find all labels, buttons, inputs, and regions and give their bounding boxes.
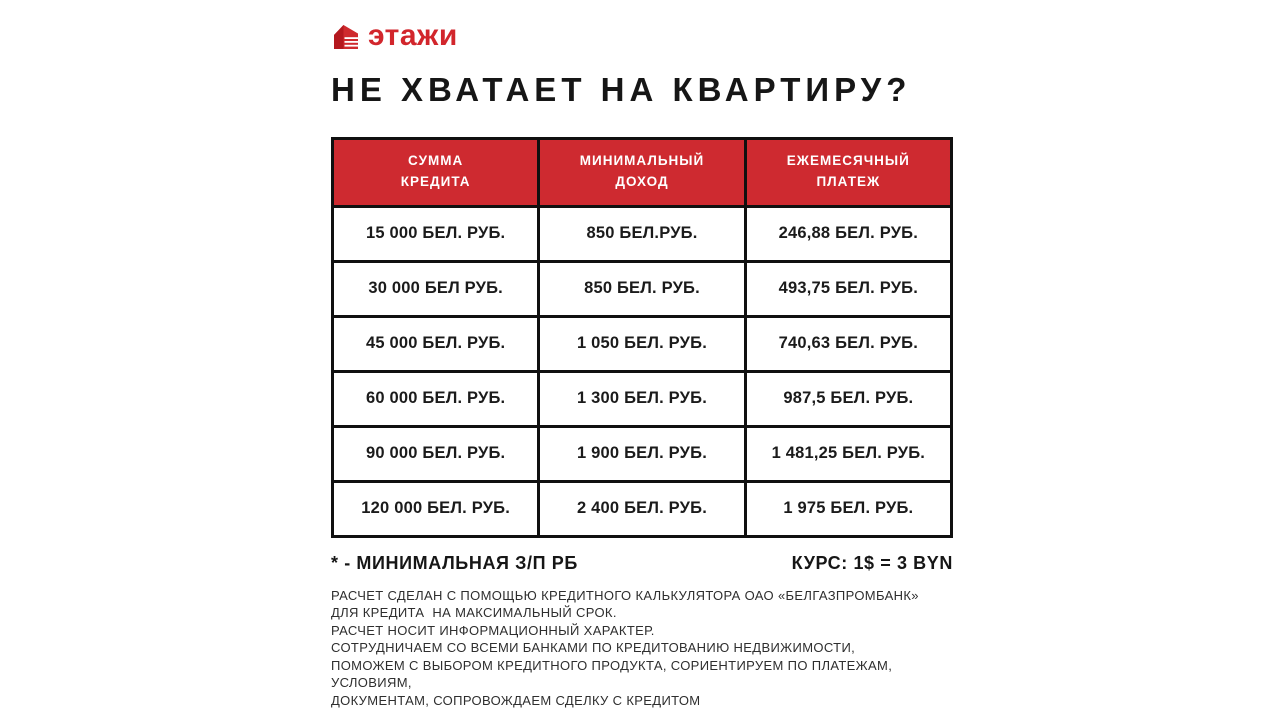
table-row: 30 000 БЕЛ РУБ. 850 БЕЛ. РУБ. 493,75 БЕЛ. … <box>330 259 954 318</box>
table-row: 45 000 БЕЛ. РУБ. 1 050 БЕЛ. РУБ. 740,63 БЕ… <box>330 314 954 373</box>
table-cell: 493,75 БЕЛ. РУБ. <box>743 259 954 318</box>
table-cell: 850 БЕЛ.РУБ. <box>537 204 747 263</box>
header-cell-credit-sum: СУММА КРЕДИТА <box>330 136 541 208</box>
exchange-rate: КУРС: 1$ = 3 BYN <box>791 552 953 573</box>
content-column: этажи НЕ ХВАТАЕТ НА КВАРТИРУ? СУММА КРЕД… <box>330 20 954 710</box>
credit-table-head: СУММА КРЕДИТА МИНИМАЛЬНЫЙ ДОХОД ЕЖЕМЕСЯЧ… <box>330 136 954 208</box>
table-cell: 1 481,25 БЕЛ. РУБ. <box>743 424 954 483</box>
etazhi-house-icon <box>334 24 358 49</box>
table-cell: 90 000 БЕЛ. РУБ. <box>330 424 541 483</box>
table-cell: 246,88 БЕЛ. РУБ. <box>743 204 954 263</box>
table-cell: 60 000 БЕЛ. РУБ. <box>330 369 541 428</box>
table-cell: 987,5 БЕЛ. РУБ. <box>743 369 954 428</box>
credit-table-body: 15 000 БЕЛ. РУБ. 850 БЕЛ.РУБ. 246,88 БЕЛ. … <box>330 204 954 538</box>
header-cell-min-income: МИНИМАЛЬНЫЙ ДОХОД <box>537 136 747 208</box>
footnote-min-salary: * - МИНИМАЛЬНАЯ З/П РБ <box>331 552 578 573</box>
table-cell: 740,63 БЕЛ. РУБ. <box>743 314 954 373</box>
table-cell: 1 900 БЕЛ. РУБ. <box>537 424 747 483</box>
logo-text: этажи <box>368 18 458 52</box>
table-cell: 1 975 БЕЛ. РУБ. <box>743 479 954 538</box>
table-cell: 2 400 БЕЛ. РУБ. <box>537 479 747 538</box>
disclaimer-line: УСЛОВИЯМ, <box>331 675 412 691</box>
table-cell: 1 300 БЕЛ. РУБ. <box>537 369 747 428</box>
page-title: НЕ ХВАТАЕТ НА КВАРТИРУ? <box>331 71 912 108</box>
disclaimer: РАСЧЕТ СДЕЛАН С ПОМОЩЬЮ КРЕДИТНОГО КАЛЬК… <box>331 587 953 710</box>
table-row: 120 000 БЕЛ. РУБ. 2 400 БЕЛ. РУБ. 1 975 БЕ… <box>330 479 954 538</box>
table-cell: 120 000 БЕЛ. РУБ. <box>330 479 541 538</box>
disclaimer-line: СОТРУДНИЧАЕМ СО ВСЕМИ БАНКАМИ ПО КРЕДИТО… <box>331 640 856 656</box>
table-row: 90 000 БЕЛ. РУБ. 1 900 БЕЛ. РУБ. 1 481,25 … <box>330 424 954 483</box>
header-cell-monthly-payment: ЕЖЕМЕСЯЧНЫЙ ПЛАТЕЖ <box>743 136 954 208</box>
table-cell: 30 000 БЕЛ РУБ. <box>330 259 541 318</box>
table-cell: 1 050 БЕЛ. РУБ. <box>537 314 747 373</box>
table-row: 15 000 БЕЛ. РУБ. 850 БЕЛ.РУБ. 246,88 БЕЛ. … <box>330 204 954 263</box>
disclaimer-line: ДОКУМЕНТАМ, СОПРОВОЖДАЕМ СДЕЛКУ С КРЕДИТ… <box>331 692 701 708</box>
disclaimer-line: ПОМОЖЕМ С ВЫБОРОМ КРЕДИТНОГО ПРОДУКТА, С… <box>331 657 893 673</box>
table-cell: 850 БЕЛ. РУБ. <box>537 259 747 318</box>
table-row: 60 000 БЕЛ. РУБ. 1 300 БЕЛ. РУБ. 987,5 БЕЛ… <box>330 369 954 428</box>
table-cell: 15 000 БЕЛ. РУБ. <box>330 204 541 263</box>
footnote-row: * - МИНИМАЛЬНАЯ З/П РБ КУРС: 1$ = 3 BYN <box>331 553 953 574</box>
disclaimer-line: РАСЧЕТ НОСИТ ИНФОРМАЦИОННЫЙ ХАРАКТЕР. <box>331 622 655 638</box>
table-cell: 45 000 БЕЛ. РУБ. <box>330 314 541 373</box>
disclaimer-line: ДЛЯ КРЕДИТА НА МАКСИМАЛЬНЫЙ СРОК. <box>331 605 617 621</box>
disclaimer-line: РАСЧЕТ СДЕЛАН С ПОМОЩЬЮ КРЕДИТНОГО КАЛЬК… <box>331 587 919 603</box>
credit-table: СУММА КРЕДИТА МИНИМАЛЬНЫЙ ДОХОД ЕЖЕМЕСЯЧ… <box>330 136 954 538</box>
logo: этажи <box>331 20 953 53</box>
table-header-row: СУММА КРЕДИТА МИНИМАЛЬНЫЙ ДОХОД ЕЖЕМЕСЯЧ… <box>330 136 954 208</box>
